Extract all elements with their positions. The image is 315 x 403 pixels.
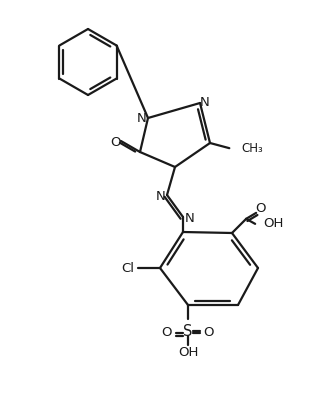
Text: N: N bbox=[156, 189, 166, 202]
Text: N: N bbox=[200, 96, 210, 108]
Text: OH: OH bbox=[178, 345, 198, 359]
Text: Cl: Cl bbox=[122, 262, 135, 274]
Text: CH₃: CH₃ bbox=[241, 142, 263, 155]
Text: O: O bbox=[204, 326, 214, 339]
Text: OH: OH bbox=[263, 217, 284, 231]
Text: N: N bbox=[137, 112, 147, 125]
Text: O: O bbox=[255, 202, 266, 215]
Text: S: S bbox=[183, 324, 193, 339]
Text: O: O bbox=[111, 135, 121, 148]
Text: O: O bbox=[162, 326, 172, 339]
Text: N: N bbox=[185, 212, 195, 224]
